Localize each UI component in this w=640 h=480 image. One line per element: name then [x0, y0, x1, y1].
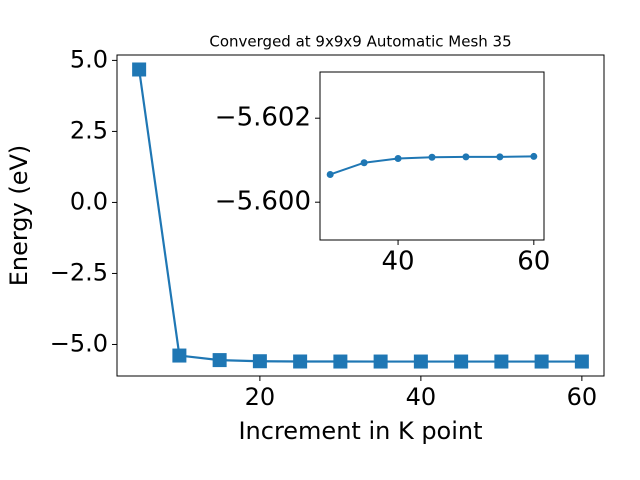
y-tick-label: 0.0 — [70, 187, 108, 215]
marker — [496, 153, 504, 161]
chart-title: Converged at 9x9x9 Automatic Mesh 35 — [209, 33, 511, 51]
y-tick-label: −2.5 — [50, 258, 108, 286]
marker — [494, 354, 509, 369]
y-tick-label: −5.0 — [50, 329, 108, 357]
y-tick-label: −5.602 — [215, 103, 311, 133]
marker — [333, 354, 348, 369]
marker — [454, 354, 469, 369]
x-tick-label: 40 — [382, 247, 415, 277]
marker — [462, 153, 470, 161]
marker — [212, 353, 227, 368]
marker — [394, 155, 402, 163]
x-tick-label: 60 — [567, 383, 598, 411]
y-tick-label: 5.0 — [70, 45, 108, 73]
x-tick-label: 60 — [517, 247, 550, 277]
marker — [172, 348, 187, 363]
y-tick-label: −5.600 — [215, 187, 311, 217]
x-axis-label: Increment in K point — [238, 417, 482, 445]
marker — [373, 354, 388, 369]
marker — [360, 159, 368, 167]
marker — [534, 354, 549, 369]
marker — [530, 152, 538, 160]
marker — [413, 354, 428, 369]
marker — [132, 62, 147, 77]
marker — [293, 354, 308, 369]
y-tick-label: 2.5 — [70, 116, 108, 144]
marker — [252, 354, 267, 369]
marker — [428, 153, 436, 161]
x-tick-label: 40 — [406, 383, 437, 411]
y-axis-label: Energy (eV) — [5, 145, 33, 287]
x-tick-label: 20 — [245, 383, 276, 411]
marker — [574, 354, 589, 369]
marker — [326, 170, 334, 178]
